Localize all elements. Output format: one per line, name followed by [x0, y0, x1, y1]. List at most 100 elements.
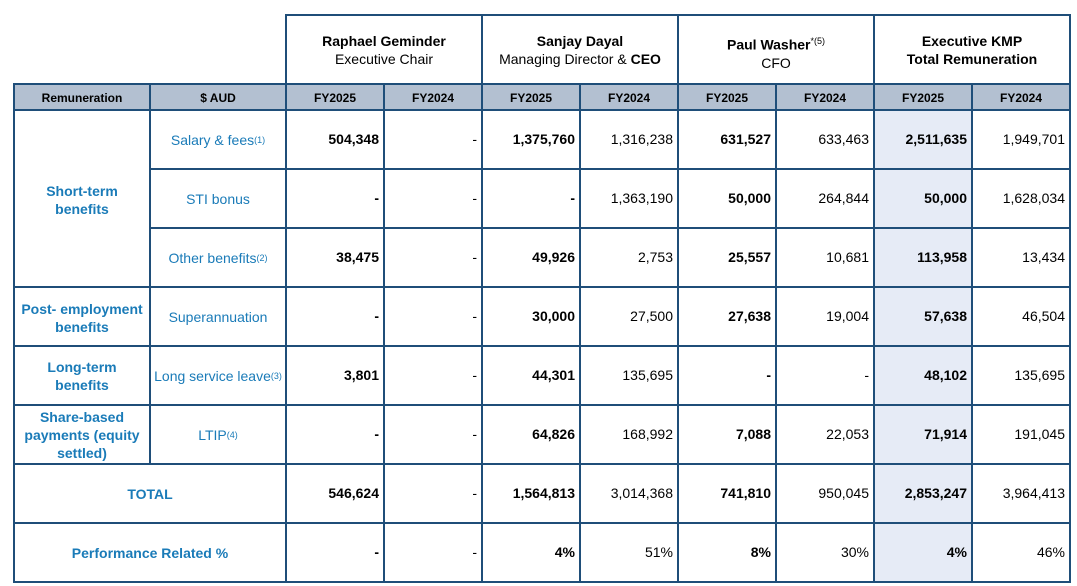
- grid-hline: [13, 345, 1071, 347]
- value-cell: 51%: [644, 544, 673, 560]
- value-cell: 50,000: [728, 190, 771, 206]
- exec-header-kmp-total: Executive KMP Total Remuneration: [906, 33, 1038, 67]
- value-cell: 4%: [554, 544, 575, 560]
- remuneration-column-header: Remuneration: [41, 90, 123, 105]
- value-cell: 2,511,635: [905, 131, 967, 147]
- value-cell: 22,053: [826, 426, 869, 442]
- grid-vline: [971, 83, 973, 583]
- grid-vline: [677, 14, 679, 583]
- grid-vline: [1069, 14, 1071, 583]
- value-cell: -: [472, 544, 477, 560]
- exec-header-geminder: Raphael Geminder Executive Chair: [322, 33, 446, 67]
- value-cell: 13,434: [1022, 249, 1065, 265]
- value-cell: 1,316,238: [610, 131, 673, 147]
- category-long-term: Long-term benefits: [47, 359, 117, 393]
- value-cell: 4%: [946, 544, 967, 560]
- row-label-salary-fees: Salary & fees (1): [170, 132, 266, 148]
- grid-hline: [149, 168, 1071, 170]
- value-cell: 3,964,413: [1002, 485, 1065, 501]
- value-cell: 1,949,701: [1002, 131, 1065, 147]
- row-label-ltip: LTIP (4): [198, 427, 238, 443]
- value-cell: -: [570, 190, 575, 206]
- value-cell: 741,810: [720, 485, 771, 501]
- value-cell: -: [472, 485, 477, 501]
- value-cell: 2,753: [637, 249, 673, 265]
- total-label: TOTAL: [127, 486, 173, 502]
- value-cell: 3,801: [343, 367, 379, 383]
- category-share-based: Share-based payments (equity settled): [24, 409, 140, 461]
- row-label-superannuation: Superannuation: [168, 309, 268, 325]
- year-header-washer-2024: FY2024: [803, 90, 847, 105]
- grid-vline: [775, 83, 777, 583]
- category-post-employment: Post- employment benefits: [21, 300, 143, 335]
- grid-vline: [285, 14, 287, 583]
- value-cell: 546,624: [328, 485, 379, 501]
- row-label-sti-bonus: STI bonus: [186, 191, 250, 207]
- value-cell: 1,628,034: [1002, 190, 1065, 206]
- value-cell: 25,557: [728, 249, 771, 265]
- grid-hline: [13, 404, 1071, 406]
- grid-hline: [149, 227, 1071, 229]
- exec-header-dayal: Sanjay Dayal Managing Director & CEO: [499, 33, 661, 67]
- grid-vline: [149, 83, 151, 465]
- value-cell: 48,102: [924, 367, 967, 383]
- performance-related-label: Performance Related %: [71, 545, 229, 561]
- year-header-washer-2025: FY2025: [705, 90, 749, 105]
- value-cell: 46,504: [1022, 308, 1065, 324]
- grid-hline: [13, 463, 1071, 465]
- category-short-term: Short-term benefits: [46, 183, 118, 217]
- value-cell: 504,348: [328, 131, 379, 147]
- year-header-dayal-2025: FY2025: [509, 90, 553, 105]
- value-cell: 38,475: [336, 249, 379, 265]
- value-cell: 633,463: [818, 131, 869, 147]
- grid-vline: [383, 83, 385, 583]
- value-cell: 135,695: [622, 367, 673, 383]
- grid-hline: [13, 83, 1071, 85]
- value-cell: -: [864, 367, 869, 383]
- value-cell: 57,638: [924, 308, 967, 324]
- value-cell: 1,564,813: [512, 485, 575, 501]
- value-cell: 950,045: [818, 485, 869, 501]
- grid-hline: [13, 286, 1071, 288]
- value-cell: -: [374, 190, 379, 206]
- value-cell: -: [472, 426, 477, 442]
- value-cell: 2,853,247: [904, 485, 967, 501]
- year-header-dayal-2024: FY2024: [607, 90, 651, 105]
- value-cell: 46%: [1036, 544, 1065, 560]
- column-header-bar: [14, 84, 1071, 110]
- grid-hline: [13, 581, 1071, 583]
- value-cell: -: [766, 367, 771, 383]
- year-header-kmp-2025: FY2025: [901, 90, 945, 105]
- value-cell: 8%: [750, 544, 771, 560]
- value-cell: -: [472, 190, 477, 206]
- value-cell: 27,500: [630, 308, 673, 324]
- value-cell: 135,695: [1014, 367, 1065, 383]
- value-cell: -: [472, 308, 477, 324]
- value-cell: 1,363,190: [610, 190, 673, 206]
- value-cell: 44,301: [532, 367, 575, 383]
- value-cell: 631,527: [720, 131, 771, 147]
- grid-vline: [873, 14, 875, 583]
- value-cell: -: [472, 249, 477, 265]
- value-cell: 264,844: [818, 190, 869, 206]
- value-cell: 30,000: [532, 308, 575, 324]
- value-cell: -: [374, 544, 379, 560]
- row-label-long-service-leave: Long service leave (3): [154, 368, 282, 384]
- row-label-other-benefits: Other benefits (2): [168, 250, 268, 266]
- value-cell: -: [374, 426, 379, 442]
- value-cell: 30%: [840, 544, 869, 560]
- value-cell: 27,638: [728, 308, 771, 324]
- value-cell: 1,375,760: [512, 131, 575, 147]
- year-header-geminder-2025: FY2025: [313, 90, 357, 105]
- value-cell: 10,681: [826, 249, 869, 265]
- value-cell: -: [374, 308, 379, 324]
- value-cell: 64,826: [532, 426, 575, 442]
- value-cell: 113,958: [917, 249, 967, 265]
- grid-vline: [579, 83, 581, 583]
- grid-vline: [13, 83, 15, 583]
- value-cell: 7,088: [735, 426, 771, 442]
- grid-hline: [13, 109, 1071, 111]
- value-cell: 49,926: [532, 249, 575, 265]
- value-cell: 71,914: [924, 426, 967, 442]
- grid-vline: [481, 14, 483, 583]
